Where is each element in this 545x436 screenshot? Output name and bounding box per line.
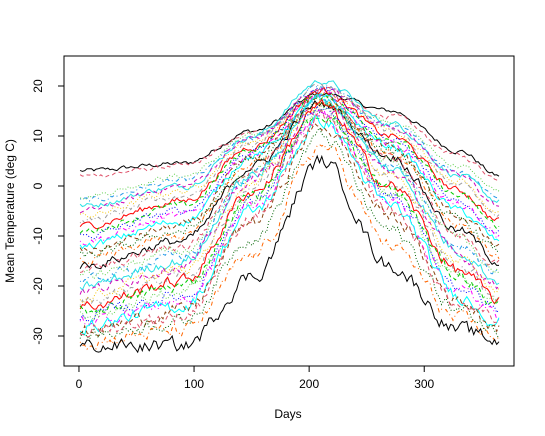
series-line-8 bbox=[79, 83, 500, 224]
x-tick-label: 0 bbox=[76, 377, 83, 391]
series-line-34 bbox=[79, 109, 500, 338]
series-line-11 bbox=[79, 86, 500, 240]
y-tick-label: 10 bbox=[31, 129, 45, 143]
series-line-28 bbox=[79, 109, 500, 328]
series-line-17 bbox=[79, 100, 499, 270]
series-line-7 bbox=[79, 90, 500, 219]
series-line-33 bbox=[79, 154, 500, 354]
x-tick-label: 300 bbox=[414, 377, 434, 391]
x-axis-label: Days bbox=[274, 407, 301, 421]
series-line-22 bbox=[79, 109, 500, 295]
series-line-13 bbox=[79, 93, 500, 250]
y-tick-label: 20 bbox=[31, 79, 45, 93]
series-line-16 bbox=[79, 101, 500, 266]
series-line-15 bbox=[79, 101, 500, 258]
x-tick-label: 200 bbox=[299, 377, 319, 391]
series-line-14 bbox=[79, 92, 500, 255]
y-tick-label: -20 bbox=[31, 277, 45, 295]
y-axis-label: Mean Temperature (deg C) bbox=[3, 139, 17, 283]
series-line-31 bbox=[79, 127, 500, 343]
y-tick-label: -30 bbox=[31, 327, 45, 345]
x-tick-label: 100 bbox=[184, 377, 204, 391]
series-line-23 bbox=[79, 99, 500, 304]
plot-lines bbox=[79, 80, 500, 354]
series-line-30 bbox=[79, 122, 500, 337]
series-line-18 bbox=[79, 86, 500, 273]
plot-frame bbox=[63, 55, 515, 367]
y-axis: -30 -20 -10 0 10 20 bbox=[31, 79, 65, 345]
series-line-27 bbox=[79, 104, 500, 323]
series-line-20 bbox=[79, 91, 500, 284]
series-line-35 bbox=[79, 103, 500, 322]
series-line-6 bbox=[79, 87, 500, 214]
series-line-4 bbox=[80, 84, 500, 202]
series-line-2 bbox=[79, 94, 500, 181]
series-line-32 bbox=[79, 143, 500, 351]
series-line-9 bbox=[79, 86, 500, 230]
series-line-25 bbox=[79, 98, 500, 310]
series-line-29 bbox=[79, 114, 500, 336]
x-axis: 0 100 200 300 bbox=[76, 365, 435, 391]
y-tick-label: -10 bbox=[31, 227, 45, 245]
y-tick-label: 0 bbox=[31, 182, 45, 189]
series-line-10 bbox=[79, 94, 500, 234]
